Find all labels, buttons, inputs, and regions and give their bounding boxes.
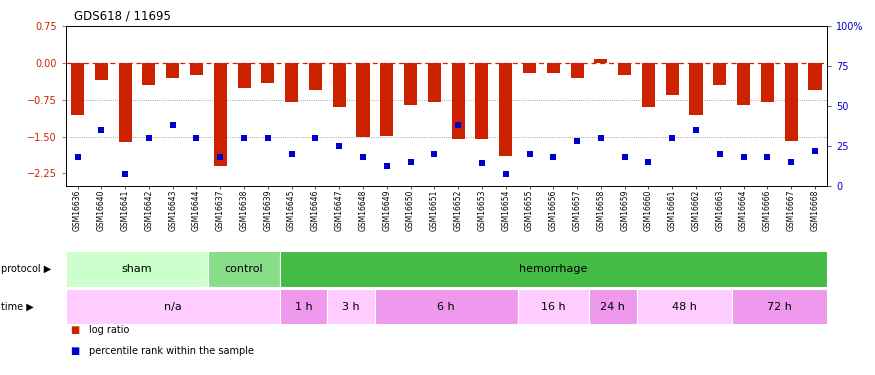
Bar — [785, 63, 798, 141]
Point — [356, 154, 370, 160]
Bar — [737, 63, 750, 105]
Point — [689, 127, 703, 133]
Bar — [642, 63, 655, 107]
Bar — [66, 251, 208, 287]
Bar — [332, 63, 346, 107]
Text: n/a: n/a — [164, 302, 181, 312]
Point — [214, 154, 228, 160]
Bar — [143, 63, 156, 85]
Point — [499, 171, 513, 177]
Point — [332, 143, 346, 149]
Bar — [618, 63, 631, 75]
Point — [713, 151, 727, 157]
Point — [427, 151, 441, 157]
Bar — [374, 289, 518, 324]
Bar — [208, 251, 280, 287]
Point — [142, 135, 156, 141]
Point — [760, 154, 774, 160]
Bar — [589, 289, 637, 324]
Bar — [452, 63, 465, 139]
Bar — [637, 289, 732, 324]
Bar — [713, 63, 726, 85]
Bar — [475, 63, 488, 139]
Bar — [262, 63, 275, 82]
Bar — [523, 63, 536, 73]
Bar — [280, 289, 327, 324]
Bar — [285, 63, 298, 102]
Text: percentile rank within the sample: percentile rank within the sample — [89, 346, 255, 355]
Bar — [309, 63, 322, 90]
Text: 1 h: 1 h — [295, 302, 312, 312]
Text: ■: ■ — [70, 325, 80, 335]
Point — [618, 154, 632, 160]
Point — [475, 160, 489, 166]
Point — [808, 147, 822, 154]
Text: 24 h: 24 h — [600, 302, 626, 312]
Bar — [94, 63, 108, 80]
Text: 48 h: 48 h — [672, 302, 696, 312]
Point — [308, 135, 322, 141]
Point — [403, 159, 417, 165]
Point — [237, 135, 251, 141]
Bar — [327, 289, 374, 324]
Bar — [518, 289, 589, 324]
Bar — [381, 63, 394, 136]
Point — [380, 164, 394, 170]
Bar — [66, 289, 280, 324]
Point — [522, 151, 536, 157]
Point — [94, 127, 108, 133]
Bar — [237, 63, 250, 87]
Bar — [499, 63, 512, 156]
Point — [71, 154, 85, 160]
Text: protocol ▶: protocol ▶ — [1, 264, 51, 274]
Point — [118, 171, 132, 177]
Bar — [690, 63, 703, 114]
Bar — [666, 63, 679, 95]
Bar — [71, 63, 84, 114]
Point — [641, 159, 655, 165]
Bar — [190, 63, 203, 75]
Text: time ▶: time ▶ — [1, 302, 33, 312]
Bar — [428, 63, 441, 102]
Bar — [761, 63, 774, 102]
Point — [546, 154, 560, 160]
Point — [284, 151, 298, 157]
Bar — [732, 289, 827, 324]
Bar — [404, 63, 417, 105]
Text: control: control — [225, 264, 263, 274]
Point — [594, 135, 608, 141]
Text: hemorrhage: hemorrhage — [519, 264, 587, 274]
Bar — [214, 63, 227, 166]
Bar — [118, 63, 131, 142]
Text: sham: sham — [122, 264, 152, 274]
Bar — [166, 63, 179, 78]
Bar — [280, 251, 827, 287]
Text: log ratio: log ratio — [89, 325, 130, 335]
Bar — [356, 63, 369, 136]
Point — [165, 122, 179, 128]
Text: 16 h: 16 h — [541, 302, 565, 312]
Point — [261, 135, 275, 141]
Text: 6 h: 6 h — [438, 302, 455, 312]
Bar — [570, 63, 584, 78]
Point — [190, 135, 204, 141]
Text: 3 h: 3 h — [342, 302, 360, 312]
Text: 72 h: 72 h — [766, 302, 792, 312]
Bar — [808, 63, 822, 90]
Bar — [547, 63, 560, 73]
Text: GDS618 / 11695: GDS618 / 11695 — [74, 9, 172, 22]
Point — [452, 122, 466, 128]
Point — [784, 159, 798, 165]
Point — [570, 138, 584, 144]
Text: ■: ■ — [70, 346, 80, 355]
Bar — [594, 59, 607, 63]
Point — [665, 135, 679, 141]
Point — [737, 154, 751, 160]
